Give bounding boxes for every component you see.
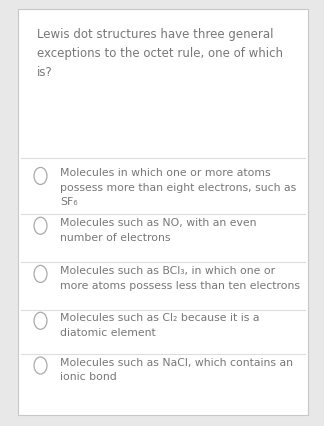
Text: Molecules such as NaCl, which contains an
ionic bond: Molecules such as NaCl, which contains a… — [60, 358, 293, 382]
Text: Molecules such as NO, with an even
number of electrons: Molecules such as NO, with an even numbe… — [60, 218, 256, 242]
FancyBboxPatch shape — [18, 9, 308, 415]
Text: Molecules in which one or more atoms
possess more than eight electrons, such as
: Molecules in which one or more atoms pos… — [60, 168, 296, 207]
Text: Molecules such as Cl₂ because it is a
diatomic element: Molecules such as Cl₂ because it is a di… — [60, 313, 260, 337]
Text: Molecules such as BCl₃, in which one or
more atoms possess less than ten electro: Molecules such as BCl₃, in which one or … — [60, 266, 300, 291]
Text: Lewis dot structures have three general
exceptions to the octet rule, one of whi: Lewis dot structures have three general … — [37, 28, 283, 79]
